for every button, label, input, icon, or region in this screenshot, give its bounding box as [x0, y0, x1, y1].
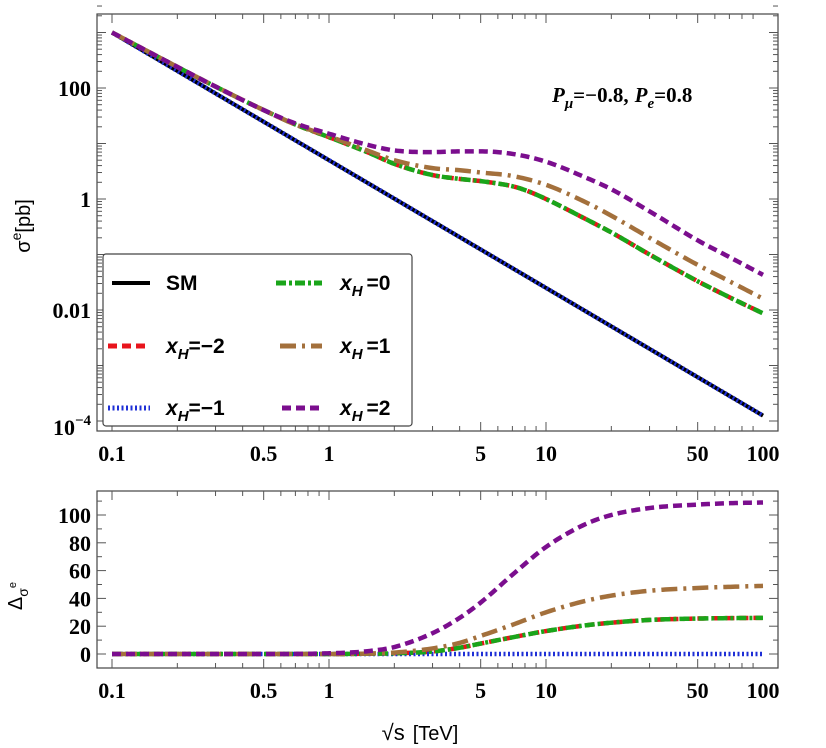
top-y-tick-label-1: 1 [80, 187, 91, 212]
legend-item-xh-0: xH =0 [276, 272, 390, 300]
bottom-series-x-h-2 [112, 500, 764, 657]
legend-item-xh-minus1: xH=−1 [108, 397, 225, 425]
legend-label-xh-minus1: xH=−1 [165, 397, 225, 425]
top-x-tick-label-10: 10 [535, 441, 557, 466]
top-panel: 0.1 0.5 1 5 10 50 100 100 1 0.01 10−4 σe[pb] Pμ=−… [8, 5, 780, 466]
top-series-x-h-0 [110, 30, 764, 316]
top-y-axis-label: σe[pb] [8, 199, 35, 253]
bottom-series-x-h-1 [112, 583, 764, 657]
x-axis-label: √s [TeV] [382, 720, 459, 745]
legend-label-xh-2: xH =2 [339, 397, 390, 425]
bottom-x-ticks: 0.1 0.5 1 5 10 50 100 [98, 491, 780, 703]
legend: SM xH=−2 xH=−1 xH =0 xH =1 xH =2 [102, 253, 413, 427]
top-series-x-h-2 [110, 30, 765, 277]
top-y-tick-label-10minus4: 10−4 [53, 413, 92, 440]
bottom-y-tick-label-80: 80 [69, 531, 91, 556]
bottom-x-tick-label-10: 10 [535, 678, 557, 703]
bottom-plot-frame [96, 490, 779, 669]
legend-label-sm: SM [166, 272, 198, 295]
top-series-sm [110, 30, 765, 418]
top-x-tick-label-0-1: 0.1 [98, 441, 126, 466]
bottom-x-tick-label-0-1: 0.1 [98, 678, 126, 703]
legend-label-xh-minus2: xH=−2 [165, 335, 225, 363]
top-series-group [110, 30, 765, 418]
legend-item-sm: SM [112, 272, 198, 295]
bottom-y-tick-label-60: 60 [69, 559, 91, 584]
top-y-tick-label-0-01: 0.01 [53, 298, 92, 323]
top-x-tick-label-1: 1 [324, 441, 335, 466]
bottom-series-group [112, 500, 764, 657]
polarization-annotation: Pμ=−0.8, Pe=0.8 [551, 83, 692, 112]
top-x-tick-label-0-5: 0.5 [250, 441, 278, 466]
bottom-x-tick-label-1: 1 [324, 678, 335, 703]
legend-label-xh-1: xH =1 [339, 335, 391, 363]
legend-box [102, 253, 413, 427]
legend-label-xh-0: xH =0 [339, 272, 390, 300]
top-x-tick-label-50: 50 [687, 441, 709, 466]
bottom-x-tick-label-0-5: 0.5 [250, 678, 278, 703]
bottom-y-tick-label-20: 20 [69, 614, 91, 639]
top-x-tick-label-5: 5 [475, 441, 486, 466]
top-y-tick-label-100: 100 [58, 76, 91, 101]
bottom-y-axis-label: Δσe [5, 582, 31, 610]
top-plot-frame [96, 13, 779, 432]
top-x-tick-label-100: 100 [747, 441, 780, 466]
bottom-y-tick-label-40: 40 [69, 586, 91, 611]
bottom-y-tick-label-0: 0 [80, 642, 91, 667]
bottom-x-tick-label-100: 100 [747, 678, 780, 703]
legend-item-xh-minus2: xH=−2 [108, 335, 225, 363]
bottom-x-tick-label-50: 50 [687, 678, 709, 703]
legend-item-xh-1: xH =1 [280, 335, 391, 363]
bottom-y-tick-label-100: 100 [58, 503, 91, 528]
bottom-x-tick-label-5: 5 [475, 678, 486, 703]
top-series-x-h-1 [110, 30, 765, 301]
legend-item-xh-2: xH =2 [282, 397, 390, 425]
top-x-ticks: 0.1 0.5 1 5 10 50 100 [98, 14, 780, 466]
